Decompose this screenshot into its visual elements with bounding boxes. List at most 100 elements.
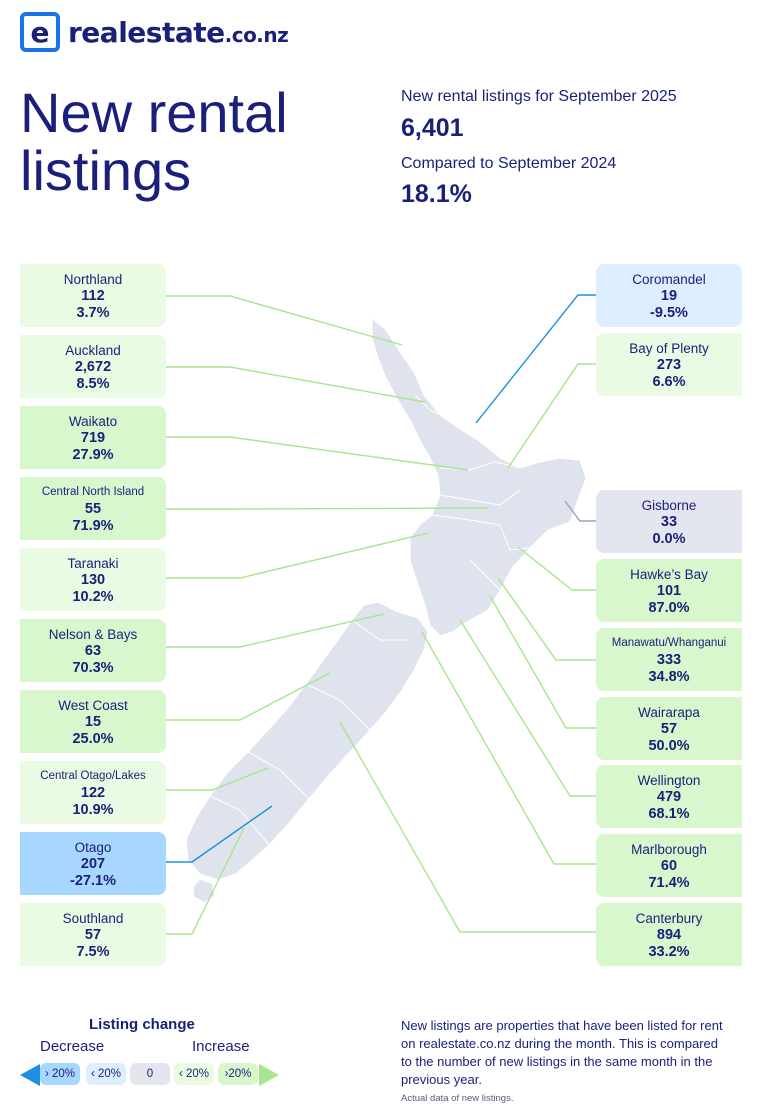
card-taranaki[interactable]: Taranaki 130 10.2%	[20, 548, 166, 611]
region-count: 2,672	[74, 359, 112, 375]
region-change: -9.5%	[650, 305, 688, 321]
north-island-shape	[371, 316, 587, 637]
region-count: 719	[80, 430, 106, 446]
card-west-coast[interactable]: West Coast 15 25.0%	[20, 690, 166, 753]
legend-chip-big-increase: ›20%	[218, 1063, 258, 1085]
region-name: Taranaki	[67, 556, 119, 571]
region-count: 55	[84, 501, 102, 517]
legend-decrease-label: Decrease	[40, 1038, 105, 1055]
region-change: 0.0%	[652, 531, 686, 547]
region-change: 10.2%	[72, 589, 114, 605]
line-gisborne	[564, 500, 596, 522]
line-bop	[507, 363, 596, 469]
region-change: -27.1%	[70, 873, 116, 889]
region-count: 57	[660, 721, 678, 737]
region-count: 19	[660, 288, 678, 304]
region-name: Hawke’s Bay	[630, 567, 708, 582]
region-count: 273	[656, 357, 682, 373]
region-name: Wairarapa	[638, 705, 700, 720]
realestate-logo[interactable]: e realestate.co.nz	[20, 12, 289, 52]
compare-label: Compared to September 2024	[401, 155, 617, 172]
line-waikato	[166, 436, 469, 471]
region-count: 207	[80, 856, 106, 872]
card-canterbury[interactable]: Canterbury 894 33.2%	[596, 903, 742, 966]
region-name: Waikato	[68, 414, 118, 429]
region-name: Otago	[74, 840, 112, 855]
legend-chip-no-change: 0	[130, 1063, 170, 1085]
card-wellington[interactable]: Wellington 479 68.1%	[596, 765, 742, 828]
line-nelson	[166, 613, 385, 648]
region-change: 33.2%	[648, 944, 690, 960]
region-name: Central Otago/Lakes	[40, 770, 146, 782]
south-island-shape	[185, 601, 429, 881]
line-manawatu	[497, 577, 596, 661]
line-canterbury	[339, 721, 596, 933]
region-count: 479	[656, 789, 682, 805]
line-southland	[166, 827, 245, 935]
card-marlborough[interactable]: Marlborough 60 71.4%	[596, 834, 742, 897]
card-auckland[interactable]: Auckland 2,672 8.5%	[20, 335, 166, 398]
line-auckland	[166, 366, 426, 403]
line-centralotago	[166, 767, 269, 791]
card-nelson-bays[interactable]: Nelson & Bays 63 70.3%	[20, 619, 166, 682]
region-change: 7.5%	[76, 944, 110, 960]
legend-increase-label: Increase	[192, 1038, 250, 1055]
region-count: 60	[660, 858, 678, 874]
line-otago	[166, 805, 273, 863]
card-southland[interactable]: Southland 57 7.5%	[20, 903, 166, 966]
line-taranaki	[166, 532, 429, 579]
region-count: 101	[656, 583, 682, 599]
region-name: Auckland	[65, 343, 121, 358]
card-wairarapa[interactable]: Wairarapa 57 50.0%	[596, 697, 742, 760]
region-name: Nelson & Bays	[48, 627, 138, 642]
region-count: 333	[656, 652, 682, 668]
region-name: Bay of Plenty	[629, 341, 709, 356]
svg-text:e: e	[31, 16, 50, 49]
region-count: 57	[84, 927, 102, 943]
card-gisborne[interactable]: Gisborne 33 0.0%	[596, 490, 742, 553]
region-name: Southland	[62, 911, 124, 926]
region-change: 6.6%	[652, 374, 686, 390]
card-manawatu-whanganui[interactable]: Manawatu/Whanganui 333 34.8%	[596, 628, 742, 691]
region-name: Coromandel	[632, 272, 706, 287]
decrease-arrow-icon	[20, 1064, 40, 1086]
card-central-north-island[interactable]: Central North Island 55 71.9%	[20, 477, 166, 540]
card-otago[interactable]: Otago 207 -27.1%	[20, 832, 166, 895]
region-change: 70.3%	[72, 660, 114, 676]
methodology-note: New listings are properties that have be…	[401, 1018, 723, 1087]
region-change: 68.1%	[648, 806, 690, 822]
region-change: 3.7%	[76, 305, 110, 321]
legend-chip-decrease: ‹ 20%	[86, 1063, 126, 1085]
region-change: 25.0%	[72, 731, 114, 747]
legend-title: Listing change	[89, 1016, 195, 1033]
region-name: Central North Island	[41, 486, 145, 498]
region-change: 10.9%	[72, 802, 114, 818]
compare-value: 18.1%	[401, 180, 472, 208]
card-central-otago-lakes[interactable]: Central Otago/Lakes 122 10.9%	[20, 761, 166, 824]
region-name: Manawatu/Whanganui	[611, 637, 727, 649]
region-name: Northland	[63, 272, 123, 287]
card-bay-of-plenty[interactable]: Bay of Plenty 273 6.6%	[596, 333, 742, 396]
region-count: 894	[656, 927, 682, 943]
region-count: 33	[660, 514, 678, 530]
card-waikato[interactable]: Waikato 719 27.9%	[20, 406, 166, 469]
logo-icon: e	[20, 12, 60, 52]
listings-label: New rental listings for September 2025	[401, 88, 677, 105]
region-change: 8.5%	[76, 376, 110, 392]
listings-value: 6,401	[401, 114, 464, 142]
legend-chip-big-decrease: › 20%	[40, 1063, 80, 1085]
line-marlborough	[421, 631, 596, 865]
line-coromandel	[475, 294, 596, 424]
card-hawkes-bay[interactable]: Hawke’s Bay 101 87.0%	[596, 559, 742, 622]
region-count: 112	[81, 288, 105, 304]
increase-arrow-icon	[259, 1064, 279, 1086]
region-name: Gisborne	[641, 498, 697, 513]
region-count: 130	[80, 572, 106, 588]
footnote: Actual data of new listings.	[401, 1093, 514, 1104]
card-coromandel[interactable]: Coromandel 19 -9.5%	[596, 264, 742, 327]
region-count: 63	[84, 643, 102, 659]
region-change: 87.0%	[648, 600, 690, 616]
line-wellington	[459, 619, 596, 797]
card-northland[interactable]: Northland 112 3.7%	[20, 264, 166, 327]
